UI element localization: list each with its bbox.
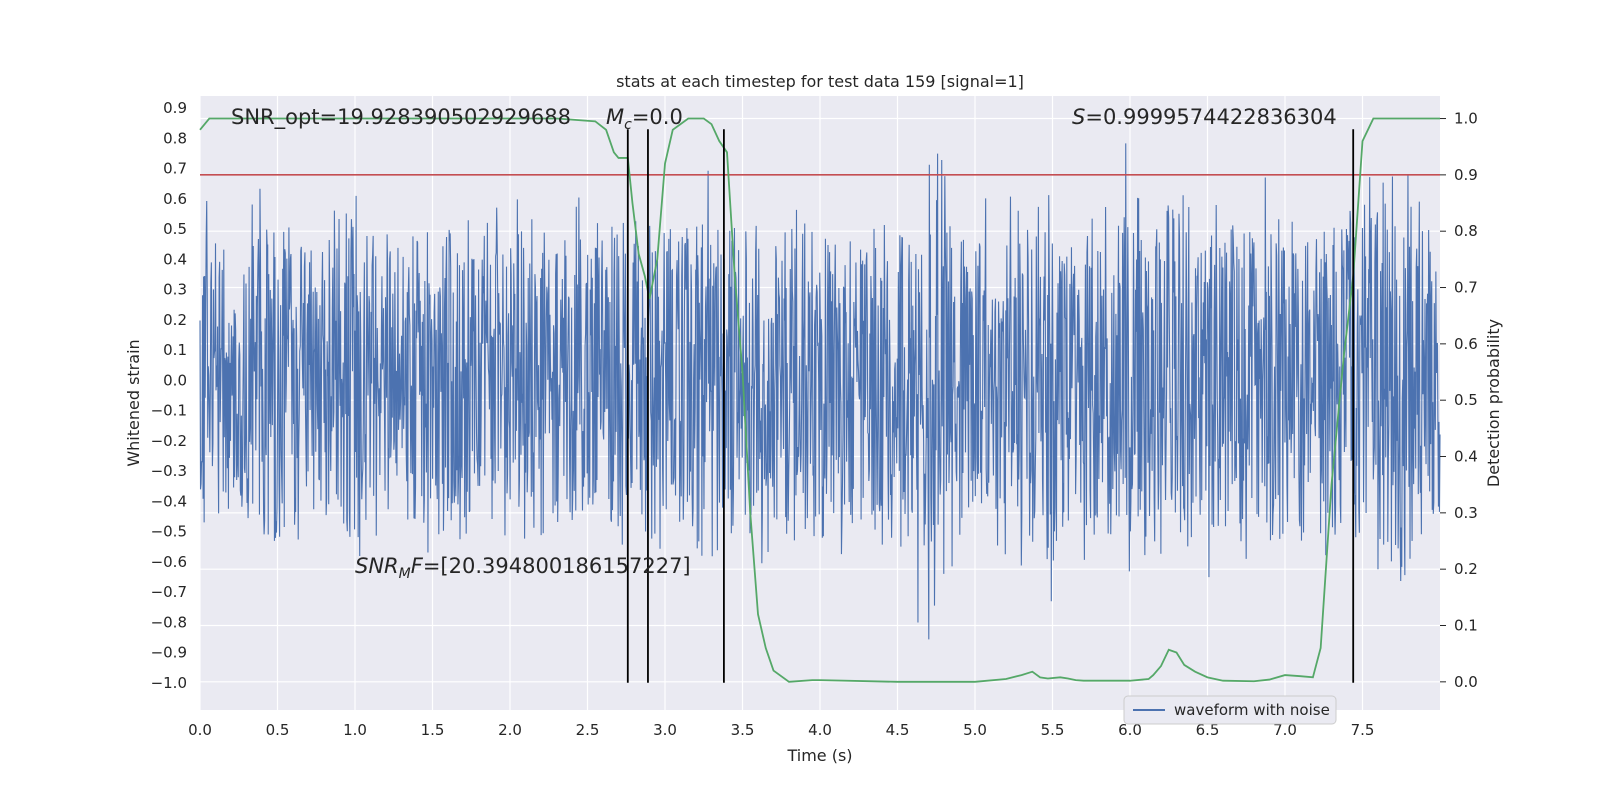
y-tick-label: −0.5 — [151, 523, 187, 541]
y-tick-label: −0.7 — [151, 583, 187, 601]
y-tick-label: 0.7 — [163, 160, 187, 178]
y-tick-label: −1.0 — [151, 674, 187, 692]
x-tick-label: 7.5 — [1351, 721, 1375, 739]
x-axis-label: Time (s) — [786, 746, 852, 765]
y-right-tick-label: 0.4 — [1454, 448, 1478, 466]
y-right-tick-label: 0.9 — [1454, 166, 1478, 184]
s-value: =0.9999574422836304 — [1085, 105, 1336, 129]
x-tick-label: 6.0 — [1118, 721, 1142, 739]
snrmf-value: =[20.394800186157227] — [423, 554, 691, 578]
s-annotation: S=0.9999574422836304 — [1072, 105, 1337, 129]
y-tick-label: 0.3 — [163, 281, 187, 299]
y-right-tick-label: 0.8 — [1454, 222, 1478, 240]
y-tick-label: −0.2 — [151, 432, 187, 450]
y-tick-label: 0.1 — [163, 341, 187, 359]
snrmf-symbol: SNR — [355, 554, 399, 578]
y-axis-ticks: 0.9 0.8 0.7 0.6 0.5 0.4 0.3 0.2 0.1 0.0 −0.1 −0.2 −0… — [151, 99, 187, 692]
y-tick-label: −0.4 — [151, 492, 187, 510]
legend-label-waveform: waveform with noise — [1174, 701, 1330, 719]
x-tick-label: 0.0 — [188, 721, 212, 739]
snr-opt-annotation: SNR_opt=19.928390502929688 — [231, 105, 571, 130]
y-tick-label: −0.6 — [151, 553, 187, 571]
y-tick-label: −0.3 — [151, 462, 187, 480]
x-tick-label: 5.0 — [963, 721, 987, 739]
waveform-line — [199, 143, 1441, 640]
y-tick-label: 0.9 — [163, 99, 187, 117]
x-tick-label: 2.0 — [498, 721, 522, 739]
x-tick-label: 6.5 — [1196, 721, 1220, 739]
x-tick-label: 5.5 — [1041, 721, 1065, 739]
y-right-tick-label: 0.5 — [1454, 391, 1478, 409]
y-tick-label: 0.5 — [163, 220, 187, 238]
y-tick-label: 0.6 — [163, 190, 187, 208]
chirp-mass-annotation: Mc=0.0 — [606, 105, 683, 133]
legend-box — [1123, 695, 1337, 725]
y-right-tick-label: 0.2 — [1454, 560, 1478, 578]
y-axis-label: Whitened strain — [124, 339, 143, 466]
x-tick-label: 7.0 — [1273, 721, 1297, 739]
x-tick-label: 0.5 — [266, 721, 290, 739]
snrmf-f: F — [411, 554, 424, 578]
y-tick-label: 0.4 — [163, 250, 187, 268]
mc-value: =0.0 — [632, 105, 683, 129]
x-tick-label: 3.5 — [731, 721, 755, 739]
y-tick-label: 0.0 — [163, 371, 187, 389]
chart-title: stats at each timestep for test data 159… — [616, 72, 1024, 91]
mc-symbol: M — [606, 105, 624, 129]
y-right-tick-label: 0.7 — [1454, 279, 1478, 297]
waveform-series — [199, 143, 1441, 640]
vertical-markers — [626, 129, 1355, 683]
x-tick-label: 2.5 — [576, 721, 600, 739]
s-symbol: S — [1072, 105, 1085, 129]
y-tick-label: −0.8 — [151, 613, 187, 631]
y-right-tick-label: 0.0 — [1454, 673, 1478, 691]
y-right-axis-label: Detection probability — [1484, 319, 1503, 487]
y-right-tick-label: 1.0 — [1454, 110, 1478, 128]
y-right-axis-ticks: 1.0 0.9 0.8 0.7 0.6 0.5 0.4 0.3 0.2 0.1 0.0 — [1440, 110, 1478, 691]
x-tick-label: 4.0 — [808, 721, 832, 739]
y-right-tick-label: 0.6 — [1454, 335, 1478, 353]
snr-mf-annotation: SNRMF=[20.394800186157227] — [355, 554, 691, 582]
x-axis-ticks: 0.0 0.5 1.0 1.5 2.0 2.5 3.0 3.5 4.0 4.5 5.0 5.5 6.0 6… — [188, 721, 1374, 739]
y-tick-label: −0.1 — [151, 402, 187, 420]
snrmf-subscript: M — [399, 566, 411, 582]
x-tick-label: 1.5 — [421, 721, 445, 739]
y-right-tick-label: 0.3 — [1454, 504, 1478, 522]
y-tick-label: 0.8 — [163, 129, 187, 147]
mc-subscript: c — [624, 117, 632, 133]
y-tick-label: −0.9 — [151, 644, 187, 662]
y-tick-label: 0.2 — [163, 311, 187, 329]
x-tick-label: 3.0 — [653, 721, 677, 739]
legend: waveform with noise — [1123, 695, 1337, 725]
x-tick-label: 4.5 — [886, 721, 910, 739]
x-tick-label: 1.0 — [343, 721, 367, 739]
y-right-tick-label: 0.1 — [1454, 617, 1478, 635]
